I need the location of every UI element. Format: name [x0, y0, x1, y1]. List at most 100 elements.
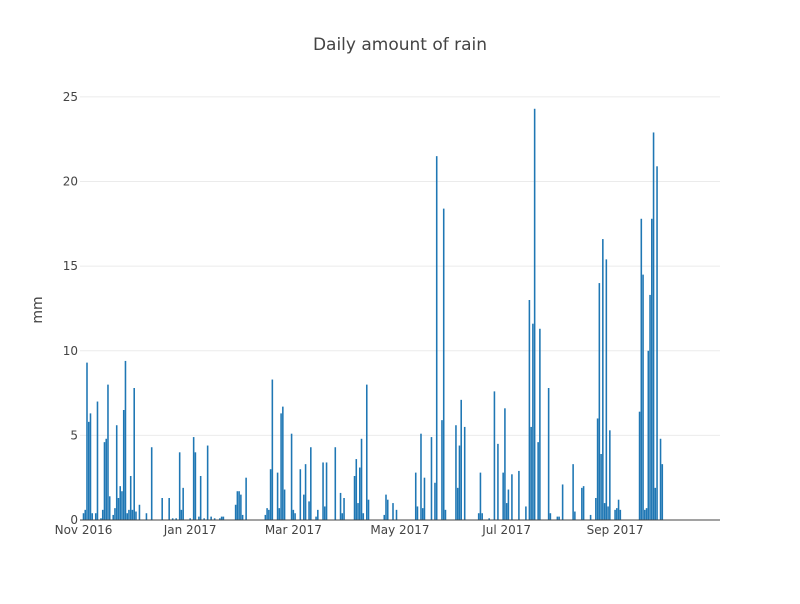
rain-bar	[602, 239, 604, 520]
rain-bar	[525, 506, 527, 520]
rain-bar	[241, 514, 244, 520]
rain-bar	[308, 501, 310, 520]
rain-bar	[561, 484, 564, 520]
rain-bar	[299, 469, 302, 520]
rain-bar	[101, 509, 104, 520]
rain-bar	[518, 470, 520, 520]
rain-bar	[644, 509, 646, 520]
rain-bar	[481, 513, 483, 520]
rain-bar	[107, 384, 109, 520]
rain-bar	[268, 509, 270, 520]
rain-bar	[282, 406, 284, 520]
rain-bar	[317, 509, 319, 520]
rain-bar	[504, 408, 506, 520]
rain-bar	[222, 516, 225, 520]
x-tick-label: Jan 2017	[163, 523, 217, 537]
rain-bar	[647, 350, 650, 520]
rain-bar	[240, 494, 242, 520]
rain-bar	[245, 477, 247, 520]
rain-bar	[463, 426, 466, 520]
rain-bar	[119, 486, 121, 520]
rain-bar	[367, 499, 370, 520]
rain-bar	[539, 328, 541, 520]
rain-bar	[192, 437, 195, 520]
rain-bar	[304, 464, 307, 520]
rain-bar	[124, 360, 127, 520]
rain-bar	[444, 509, 447, 520]
rain-bar	[280, 413, 282, 520]
rain-bar	[138, 504, 141, 520]
rain-bar	[103, 442, 106, 520]
rain-bar	[434, 482, 436, 520]
rain-bar	[114, 508, 116, 520]
y-tick-label: 0	[70, 513, 78, 527]
rain-bar	[283, 489, 286, 520]
gridlines	[80, 96, 720, 436]
rain-bar	[266, 508, 268, 520]
rain-bar	[640, 218, 643, 520]
rain-bar	[322, 462, 324, 520]
rain-bar	[294, 513, 296, 520]
rain-bar	[661, 464, 664, 520]
rain-bar	[530, 426, 532, 520]
y-tick-label: 10	[63, 344, 78, 358]
rain-bar	[122, 410, 125, 520]
rain-bar	[89, 413, 92, 520]
rain-bar	[310, 447, 312, 520]
rain-bar	[477, 513, 480, 520]
rain-bar	[488, 518, 490, 520]
rain-bar	[203, 518, 205, 520]
rain-bar	[420, 433, 422, 520]
rain-bar	[656, 166, 658, 520]
rain-bar	[276, 472, 279, 520]
rain-bar	[150, 447, 153, 520]
rain-bar	[600, 454, 602, 520]
rain-bar	[497, 443, 499, 520]
rain-bar	[558, 516, 560, 520]
rain-bar	[572, 464, 574, 520]
rain-bar	[607, 506, 609, 520]
rain-bar	[180, 509, 183, 520]
rain-bar	[269, 469, 272, 520]
rain-bar	[441, 420, 443, 520]
rain-bar	[182, 487, 184, 520]
rain-bar	[385, 494, 387, 520]
rain-bar	[652, 132, 655, 520]
chart-title: Daily amount of rain	[313, 35, 487, 55]
rain-bar	[362, 513, 365, 520]
rain-bar	[238, 491, 240, 520]
rain-bar	[334, 447, 337, 520]
rain-bar	[574, 511, 576, 520]
rain-bar	[324, 506, 326, 520]
rain-bar	[94, 513, 97, 520]
rain-bar	[82, 513, 85, 520]
rain-bar	[430, 437, 433, 520]
rain-bar	[479, 472, 482, 520]
rain-bar	[511, 474, 513, 520]
rain-bar	[532, 323, 534, 520]
rain-bar	[609, 430, 611, 520]
rain-bar	[617, 499, 620, 520]
rain-bar	[315, 516, 317, 520]
rain-bar	[456, 487, 459, 520]
rain-bar	[616, 508, 618, 520]
y-tick-label: 15	[63, 259, 78, 273]
rain-bar	[619, 509, 622, 520]
rain-bar	[528, 300, 531, 520]
rain-bar	[358, 467, 361, 520]
rain-bar	[133, 388, 135, 520]
rain-bar	[189, 518, 191, 520]
rain-bar	[645, 508, 648, 520]
axes: 0 5 10 15 20 25 Nov 2016 Jan 2017 Mar 2017 May 20…	[55, 90, 720, 537]
rain-bar	[395, 509, 398, 520]
rain-bar	[198, 516, 200, 520]
rain-bar	[112, 514, 115, 520]
rain-bar	[339, 492, 342, 520]
rain-bar	[178, 452, 181, 520]
rain-bar	[278, 508, 281, 520]
rain-bar	[581, 487, 583, 520]
rain-bar	[355, 459, 358, 520]
rain-bar	[435, 156, 438, 520]
y-tick-label: 25	[63, 90, 78, 104]
